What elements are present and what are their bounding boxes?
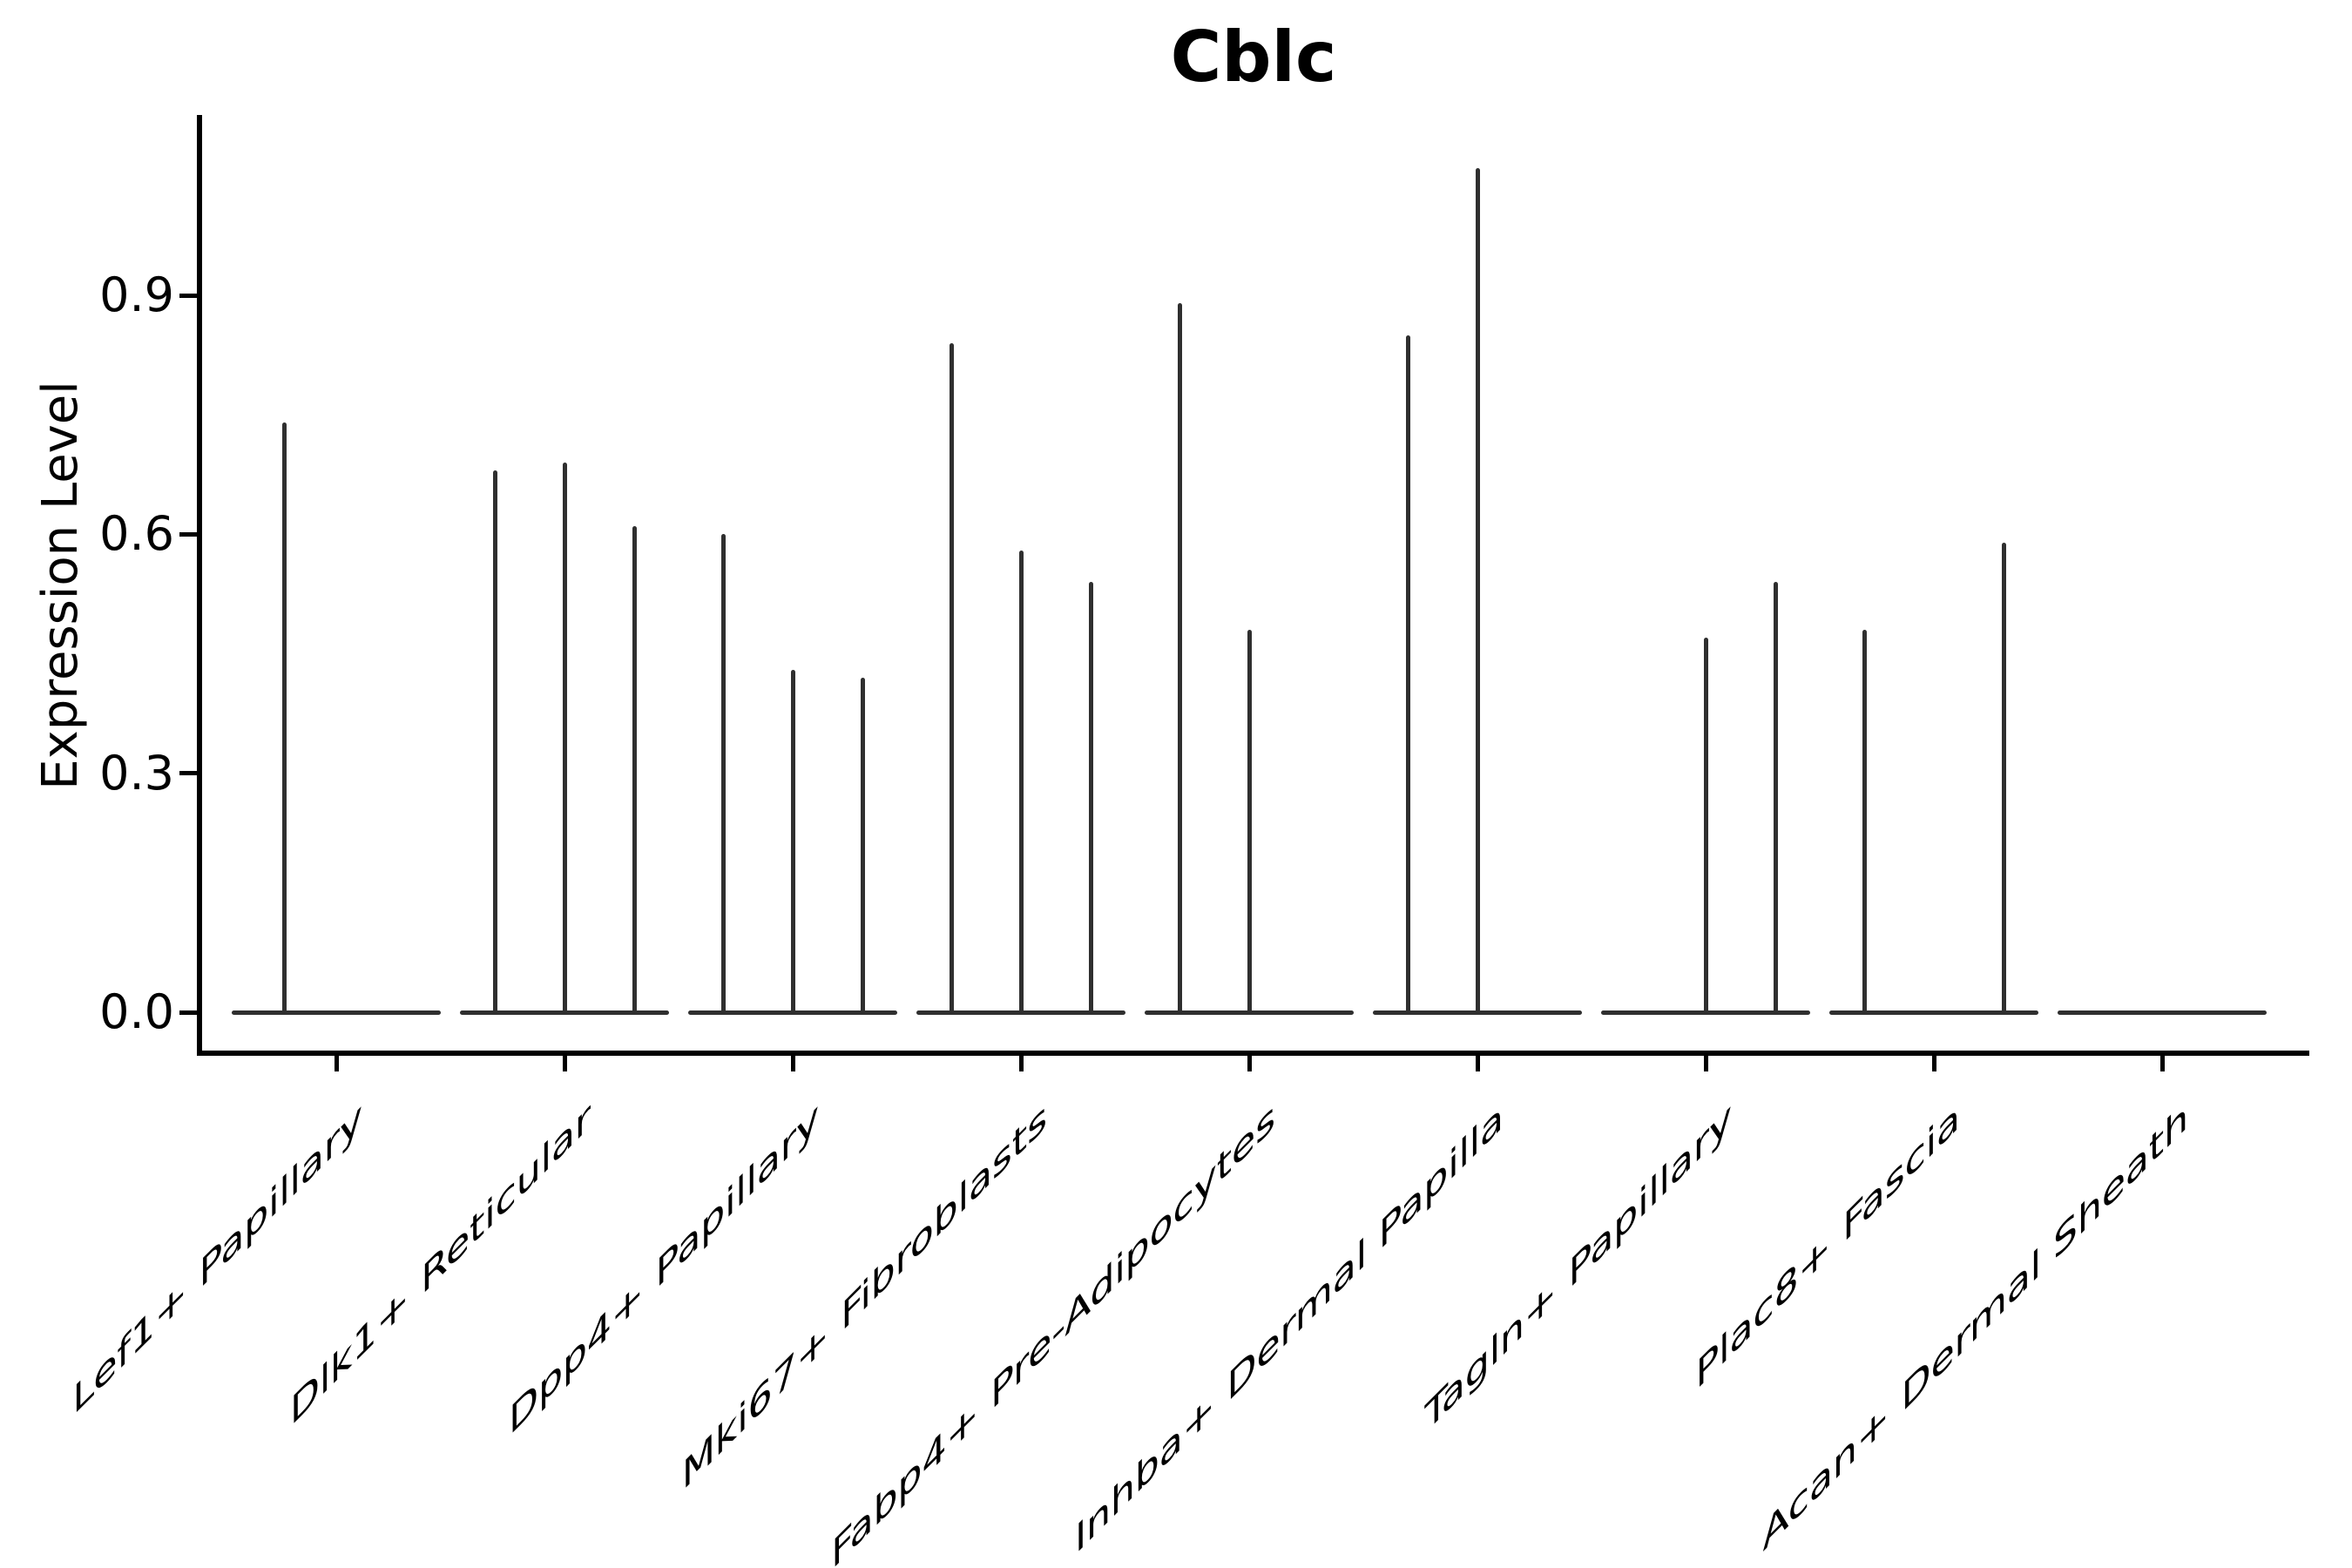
violin-spike: [1862, 630, 1867, 1012]
x-axis-spine: [197, 1051, 2309, 1056]
x-tick-mark: [334, 1056, 339, 1071]
violin-zero-baseline: [916, 1010, 1125, 1015]
violin-zero-baseline: [2058, 1010, 2267, 1015]
violin-spike: [562, 463, 567, 1012]
x-tick-mark: [2159, 1056, 2165, 1071]
violin-spike: [1177, 303, 1182, 1012]
x-category-label: Lef1+ Papillary: [72, 1092, 362, 1426]
violin-zero-baseline: [232, 1010, 441, 1015]
y-axis-label: Expression Level: [32, 381, 89, 790]
violin-zero-baseline: [688, 1010, 897, 1015]
plot-title: Cblc: [1170, 17, 1337, 98]
y-axis-spine: [197, 115, 202, 1056]
y-tick-label: 0.6: [99, 506, 174, 562]
violin-spike: [1405, 335, 1410, 1012]
violin-spike: [1088, 582, 1093, 1012]
x-tick-mark: [1475, 1056, 1480, 1071]
violin-spike: [949, 342, 954, 1012]
x-tick-mark: [1931, 1056, 1936, 1071]
violin-spike: [1773, 582, 1778, 1012]
violin-spike: [720, 534, 726, 1012]
violin-zero-baseline: [1829, 1010, 2038, 1015]
x-tick-mark: [1018, 1056, 1024, 1071]
violin-spike: [860, 677, 865, 1012]
y-tick-mark: [179, 771, 197, 776]
violin-spike: [1247, 630, 1252, 1012]
violin-spike: [1018, 550, 1024, 1012]
violin-spike: [281, 422, 287, 1012]
y-tick-label: 0.3: [99, 745, 174, 801]
violin-spike: [492, 470, 497, 1012]
x-tick-mark: [790, 1056, 795, 1071]
violin-zero-baseline: [1145, 1010, 1354, 1015]
violin-spike: [2001, 542, 2006, 1012]
violin-spike: [1703, 638, 1708, 1012]
y-tick-mark: [179, 1010, 197, 1015]
x-tick-mark: [1247, 1056, 1252, 1071]
violin-zero-baseline: [1373, 1010, 1582, 1015]
violin-zero-baseline: [1601, 1010, 1810, 1015]
y-tick-label: 0.0: [99, 984, 174, 1039]
violin-spike: [790, 669, 795, 1012]
y-tick-label: 0.9: [99, 267, 174, 323]
x-tick-mark: [562, 1056, 567, 1071]
y-tick-mark: [179, 293, 197, 298]
violin-zero-baseline: [460, 1010, 669, 1015]
y-tick-mark: [179, 531, 197, 537]
x-tick-mark: [1703, 1056, 1708, 1071]
violin-spike: [1475, 167, 1480, 1012]
violin-spike: [632, 526, 637, 1012]
